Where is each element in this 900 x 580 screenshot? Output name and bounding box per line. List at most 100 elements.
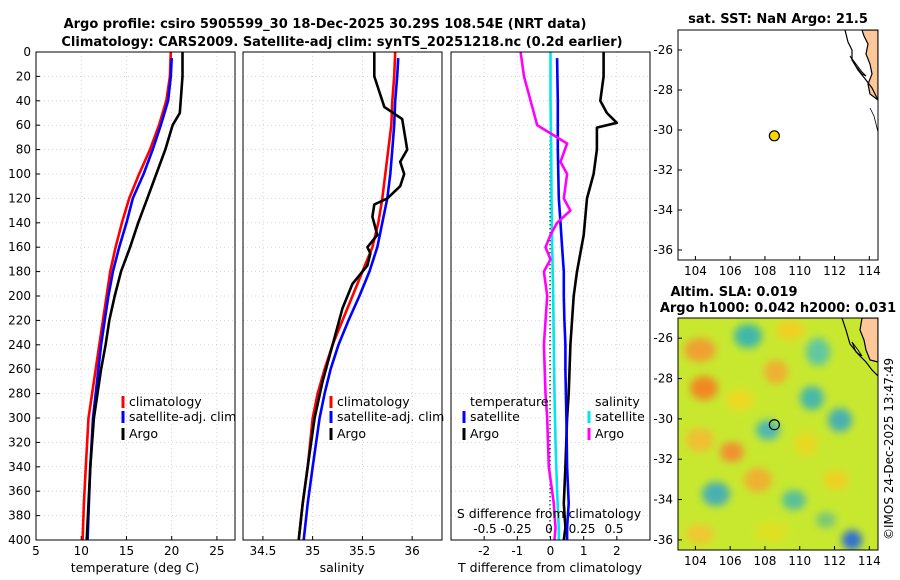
sst-map-background — [678, 30, 878, 260]
difference-panel: -2 -1 0 1 2 T difference from climatology S … — [450, 51, 651, 575]
depth-tick-label: 80 — [16, 143, 31, 157]
argo-float-marker — [768, 130, 780, 142]
s-diff-tick: 0.5 — [604, 522, 623, 536]
sla-map-title-2: Argo h1000: 0.042 h2000: 0.031 — [660, 301, 896, 316]
argo-float-marker — [768, 419, 780, 431]
s-diff-tick: -0.25 — [500, 522, 531, 536]
depth-tick-label: 340 — [8, 460, 31, 474]
salinity-grid — [243, 51, 442, 541]
salinity-series — [297, 52, 409, 540]
map-x-tick-label: 106 — [719, 264, 742, 278]
s-difference-ticks: -0.5 -0.25 0 0.25 0.5 — [473, 522, 623, 536]
map-x-tick-label: 104 — [684, 264, 707, 278]
land-wa — [861, 30, 878, 101]
series-line-salinity-argo — [519, 52, 572, 540]
temperature-legend: climatology satellite-adj. clim Argo — [121, 394, 236, 441]
series-line-temperature-argo — [562, 52, 619, 540]
depth-tick-label: 360 — [8, 484, 31, 498]
map-y-tick-label: -26 — [653, 331, 673, 345]
sst-coastline — [844, 30, 878, 133]
map-y-tick-label: -32 — [653, 163, 673, 177]
depth-tick-label: 220 — [8, 313, 31, 327]
series-line-temperature-satellite — [555, 58, 571, 540]
x-tick-label: 10 — [74, 544, 89, 558]
sla-map: Altim. SLA: 0.019 Argo h1000: 0.042 h200… — [653, 285, 896, 568]
map-x-tick-label: 108 — [754, 264, 777, 278]
sst-map: sat. SST: NaN Argo: 21.5 104 106 108 110 112… — [653, 12, 880, 278]
depth-tick-label: 280 — [8, 387, 31, 401]
legend-label-s-satellite: satellite — [595, 409, 645, 424]
temperature-grid — [35, 51, 235, 541]
depth-tick-label: 160 — [8, 240, 31, 254]
land-wa — [859, 318, 878, 363]
x-tick-label: 36 — [405, 544, 420, 558]
temperature-panel: 0 20 40 60 80 100 120 140 160 180 200 220 240 260 280 3… — [8, 45, 236, 575]
depth-tick-label: 200 — [8, 289, 31, 303]
x-tick-label: 2 — [613, 544, 621, 558]
map-x-tick-label: 110 — [788, 264, 811, 278]
sla-map-box — [677, 317, 879, 551]
difference-tick-labels: -2 -1 0 1 2 — [478, 536, 621, 558]
depth-tick-label: 140 — [8, 216, 31, 230]
x-tick-label: 35 — [305, 544, 320, 558]
depth-tick-label: 180 — [8, 265, 31, 279]
sst-map-ticks: 104 106 108 110 112 114 -26 -28 -30 -32 -34 -36 — [653, 43, 880, 278]
island-contour — [851, 341, 863, 357]
depth-tick-label: 120 — [8, 191, 31, 205]
series-line-satellite-adj-clim — [302, 58, 400, 540]
depth-tick-label: 100 — [8, 167, 31, 181]
x-tick-label: 35.5 — [349, 544, 376, 558]
title-line-1: Argo profile: csiro 5905599_30 18-Dec-20… — [64, 17, 587, 32]
x-tick-label: 5 — [32, 544, 40, 558]
salinity-tick-labels: 34.5 35 35.5 36 — [250, 536, 420, 558]
map-x-tick-label: 108 — [754, 554, 777, 568]
x-tick-label: 34.5 — [250, 544, 277, 558]
depth-tick-label: 240 — [8, 338, 31, 352]
legend-label-argo: Argo — [337, 426, 366, 441]
s-difference-label: S difference from climatology — [457, 506, 642, 521]
sst-map-box — [677, 29, 879, 261]
depth-tick-label: 260 — [8, 362, 31, 376]
depth-tick-label: 380 — [8, 509, 31, 523]
difference-legend-salinity: salinity satellite Argo — [587, 394, 645, 441]
map-y-tick-label: -30 — [653, 412, 673, 426]
temperature-axes-box — [35, 51, 236, 541]
map-y-tick-label: -30 — [653, 123, 673, 137]
x-tick-label: -2 — [478, 544, 490, 558]
series-line-salinity-satellite — [549, 52, 561, 540]
series-line-argo — [85, 52, 184, 540]
series-line-climatology — [81, 52, 173, 540]
legend-label-climatology: climatology — [337, 394, 410, 409]
s-diff-tick: 0.25 — [569, 522, 596, 536]
legend-header-temperature: temperature — [470, 394, 549, 409]
difference-axes-box — [450, 51, 651, 541]
salinity-axes-box — [242, 51, 443, 541]
legend-label-climatology: climatology — [129, 394, 202, 409]
title-line-2: Climatology: CARS2009. Satellite-adj cli… — [61, 35, 622, 50]
map-x-tick-label: 112 — [823, 264, 846, 278]
sla-map-points — [768, 419, 780, 431]
depth-tick-label: 40 — [16, 94, 31, 108]
difference-series — [519, 52, 619, 540]
sst-map-title: sat. SST: NaN Argo: 21.5 — [688, 12, 868, 27]
legend-label-argo: Argo — [129, 426, 158, 441]
bathymetry-contour — [841, 318, 878, 377]
depth-tick-label: 0 — [23, 45, 31, 59]
map-x-tick-label: 104 — [684, 554, 707, 568]
x-tick-label: 20 — [164, 544, 179, 558]
map-x-tick-label: 114 — [858, 264, 881, 278]
legend-header-salinity: salinity — [595, 394, 640, 409]
depth-tick-label: 60 — [16, 118, 31, 132]
depth-tick-labels: 0 20 40 60 80 100 120 140 160 180 200 220 240 260 280 3… — [8, 45, 40, 547]
map-y-tick-label: -26 — [653, 43, 673, 57]
temperature-tick-labels: 5 10 15 20 25 — [32, 536, 225, 558]
map-y-tick-label: -28 — [653, 83, 673, 97]
series-line-argo — [297, 52, 409, 540]
sst-map-points — [768, 130, 780, 142]
salinity-legend: climatology satellite-adj. clim Argo — [329, 394, 444, 441]
x-tick-label: 0 — [547, 544, 555, 558]
depth-tick-label: 300 — [8, 411, 31, 425]
map-x-tick-label: 112 — [823, 554, 846, 568]
map-y-tick-label: -36 — [653, 533, 673, 547]
